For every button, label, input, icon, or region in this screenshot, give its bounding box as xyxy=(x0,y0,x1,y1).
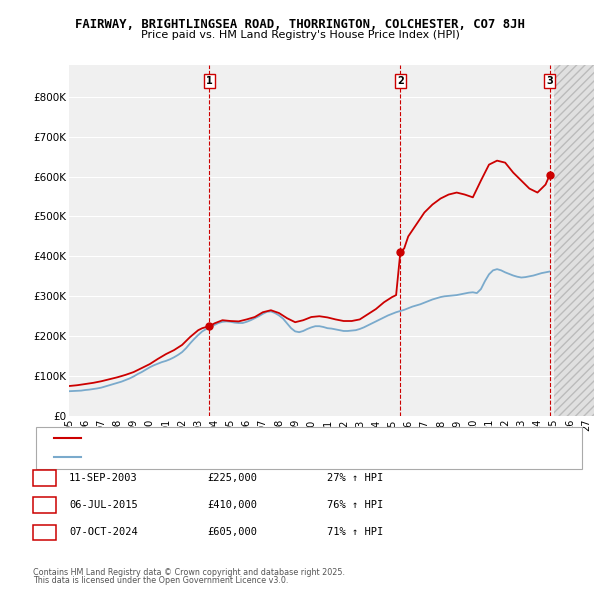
Text: 06-JUL-2015: 06-JUL-2015 xyxy=(69,500,138,510)
Text: FAIRWAY, BRIGHTLINGSEA ROAD, THORRINGTON, COLCHESTER, CO7 8JH: FAIRWAY, BRIGHTLINGSEA ROAD, THORRINGTON… xyxy=(75,18,525,31)
Text: 1: 1 xyxy=(206,76,213,86)
Text: Contains HM Land Registry data © Crown copyright and database right 2025.: Contains HM Land Registry data © Crown c… xyxy=(33,568,345,577)
Text: This data is licensed under the Open Government Licence v3.0.: This data is licensed under the Open Gov… xyxy=(33,576,289,585)
Text: 11-SEP-2003: 11-SEP-2003 xyxy=(69,473,138,483)
Text: £225,000: £225,000 xyxy=(207,473,257,483)
Text: 76% ↑ HPI: 76% ↑ HPI xyxy=(327,500,383,510)
Text: FAIRWAY, BRIGHTLINGSEA ROAD, THORRINGTON, COLCHESTER, CO7 8JH (detached house): FAIRWAY, BRIGHTLINGSEA ROAD, THORRINGTON… xyxy=(87,434,480,443)
Text: 27% ↑ HPI: 27% ↑ HPI xyxy=(327,473,383,483)
Bar xyxy=(554,65,594,416)
Text: 71% ↑ HPI: 71% ↑ HPI xyxy=(327,527,383,537)
Text: 3: 3 xyxy=(41,527,48,537)
Text: £605,000: £605,000 xyxy=(207,527,257,537)
Text: 3: 3 xyxy=(547,76,553,86)
Text: 07-OCT-2024: 07-OCT-2024 xyxy=(69,527,138,537)
Text: 2: 2 xyxy=(41,500,48,510)
Text: HPI: Average price, detached house, Tendring: HPI: Average price, detached house, Tend… xyxy=(87,453,284,461)
Text: 2: 2 xyxy=(397,76,404,86)
Text: Price paid vs. HM Land Registry's House Price Index (HPI): Price paid vs. HM Land Registry's House … xyxy=(140,30,460,40)
Text: 1: 1 xyxy=(41,473,48,483)
Text: £410,000: £410,000 xyxy=(207,500,257,510)
